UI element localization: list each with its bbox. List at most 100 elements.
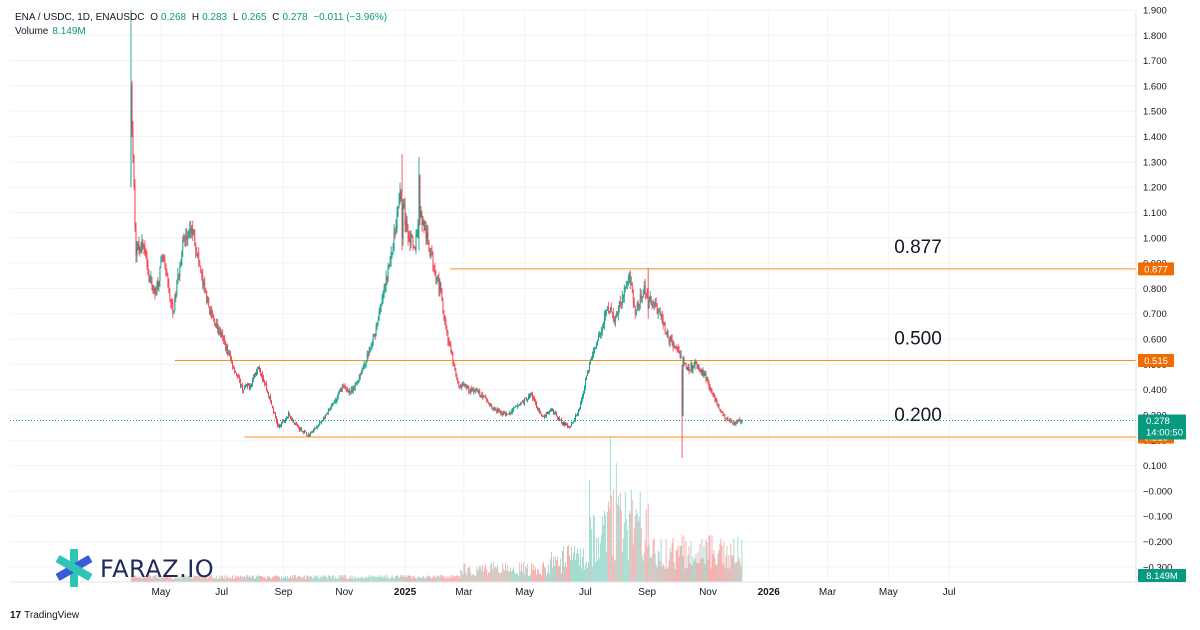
volume-bar (174, 578, 176, 582)
volume-bar (504, 570, 506, 582)
candle-body (425, 228, 427, 240)
volume-bar (526, 568, 528, 582)
candle-body (493, 408, 495, 410)
candle-body (365, 361, 367, 364)
volume-bar (427, 575, 429, 582)
volume-bar (476, 566, 478, 582)
volume-bar (706, 542, 708, 582)
candle-body (707, 379, 709, 384)
volume-bar (201, 578, 203, 582)
candle-body (293, 419, 294, 423)
volume-bar (465, 572, 467, 582)
candle-body (437, 278, 439, 279)
y-tick-label: 1.400 (1143, 132, 1167, 143)
candle-body (332, 402, 334, 404)
y-tick-label: 0.800 (1143, 284, 1167, 295)
volume-bar (483, 571, 485, 582)
candle-body (518, 405, 520, 406)
y-tick-label: 0.400 (1143, 385, 1167, 396)
candle-body (359, 374, 361, 378)
candle-body (664, 322, 666, 333)
volume-bar (593, 516, 595, 582)
volume-bar (207, 578, 209, 582)
volume-bar (139, 576, 141, 582)
level-lines: 0.877 0.500 0.200 (10, 237, 1136, 438)
tradingview-icon: 17 (10, 610, 22, 621)
candle-body (530, 394, 531, 396)
volume-bar (675, 550, 677, 582)
volume-bar (484, 566, 486, 582)
volume-bar (699, 544, 701, 582)
volume-bar (584, 564, 586, 582)
volume-bar (513, 567, 515, 582)
candle-body (349, 391, 351, 392)
volume-bar (147, 577, 149, 582)
volume-bar (383, 576, 385, 582)
candle-body (712, 392, 714, 395)
volume-bar (368, 575, 370, 582)
volume-bar (555, 556, 556, 582)
candle-body (390, 251, 392, 260)
candle-body (325, 413, 327, 415)
y-tick-label: −0.100 (1143, 512, 1172, 523)
candle-body (336, 395, 338, 400)
level-label: 0.877 (894, 237, 942, 258)
candle-body (133, 156, 135, 187)
volume-bar (486, 569, 488, 582)
volume-bar (138, 575, 140, 582)
candle-body (435, 276, 437, 280)
volume-bar (151, 579, 153, 582)
candle-body (137, 243, 139, 249)
candle-body (277, 420, 278, 426)
candle-body (392, 246, 394, 251)
volume-bar (370, 578, 372, 582)
candle-body (668, 338, 670, 343)
volume-bar (329, 576, 331, 582)
candle-body (190, 227, 192, 234)
candle-body (238, 376, 240, 378)
candle-body (680, 353, 682, 357)
candle-body (454, 364, 456, 370)
volume-bar (320, 577, 322, 582)
candle-body (723, 414, 725, 417)
volume-bar (586, 568, 588, 582)
x-tick-label: Sep (275, 587, 293, 598)
volume-bar (323, 575, 325, 582)
volume-bar (599, 542, 601, 582)
candle-body (626, 284, 628, 286)
volume-bar (529, 575, 531, 582)
volume-bar (256, 576, 258, 582)
candle-body (500, 410, 502, 414)
candle-body (255, 372, 256, 375)
volume-bar (684, 568, 686, 582)
candle-body (505, 413, 507, 416)
candle-body (624, 287, 626, 289)
candle-body (516, 405, 518, 407)
candle-body (645, 292, 647, 294)
volume-bar (178, 578, 180, 582)
candle-body (343, 385, 345, 387)
candle-body (557, 416, 558, 420)
candle-body (169, 292, 171, 301)
candle-body (346, 388, 348, 391)
candle-body (515, 406, 517, 408)
volume-bar (357, 577, 359, 582)
tradingview-attribution[interactable]: 17 TradingView (10, 610, 79, 621)
candle-body (703, 373, 705, 376)
volume-bar (470, 572, 472, 582)
volume-bar (688, 546, 690, 582)
candle-body (324, 414, 326, 419)
candle-body (208, 297, 210, 306)
candle-body (423, 221, 425, 231)
candle-body (579, 409, 580, 411)
candle-body (672, 342, 674, 348)
volume-bar (724, 567, 726, 582)
volume-bar (467, 567, 469, 582)
volume-bar (240, 575, 242, 582)
volume-bar (412, 576, 414, 582)
volume-legend[interactable]: Volume 8.149M (15, 26, 86, 37)
volume-bar (423, 576, 425, 582)
